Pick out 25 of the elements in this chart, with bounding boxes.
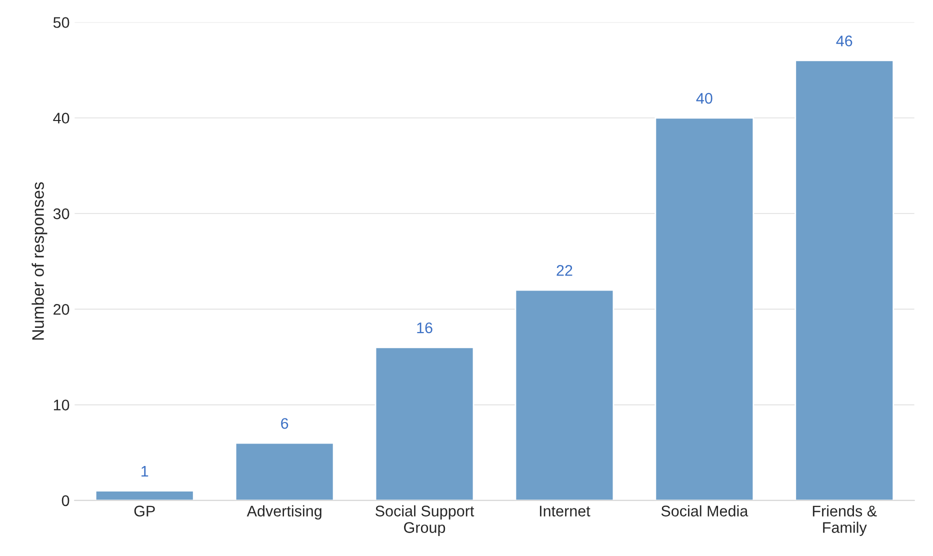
data-label: 6	[281, 418, 288, 429]
x-tick-label: Advertising	[246, 505, 322, 520]
bar	[654, 117, 754, 500]
y-tick-label: 30	[53, 208, 70, 220]
x-tick-label: Friends & Family	[812, 505, 877, 536]
x-tick-label: Internet	[540, 506, 590, 516]
bar	[794, 60, 894, 500]
x-tick-label: Social Media	[661, 505, 748, 516]
data-label: 40	[696, 92, 712, 104]
data-label: 46	[836, 36, 852, 46]
data-label: 22	[556, 265, 572, 276]
y-tick-label: 0	[62, 495, 70, 506]
bar	[234, 442, 334, 500]
y-tick-label: 50	[53, 17, 70, 28]
bar	[514, 289, 614, 500]
data-label: 1	[142, 466, 148, 477]
y-axis-title: Number of responses	[32, 182, 48, 340]
bar	[94, 490, 194, 500]
data-label: 16	[417, 322, 432, 334]
y-tick-label: 10	[54, 400, 70, 410]
bar	[374, 346, 474, 500]
x-tick-label: Social Support Group	[376, 505, 474, 536]
x-tick-label: GP	[134, 506, 155, 516]
y-tick-label: 40	[53, 112, 70, 124]
y-tick-label: 20	[54, 304, 70, 315]
